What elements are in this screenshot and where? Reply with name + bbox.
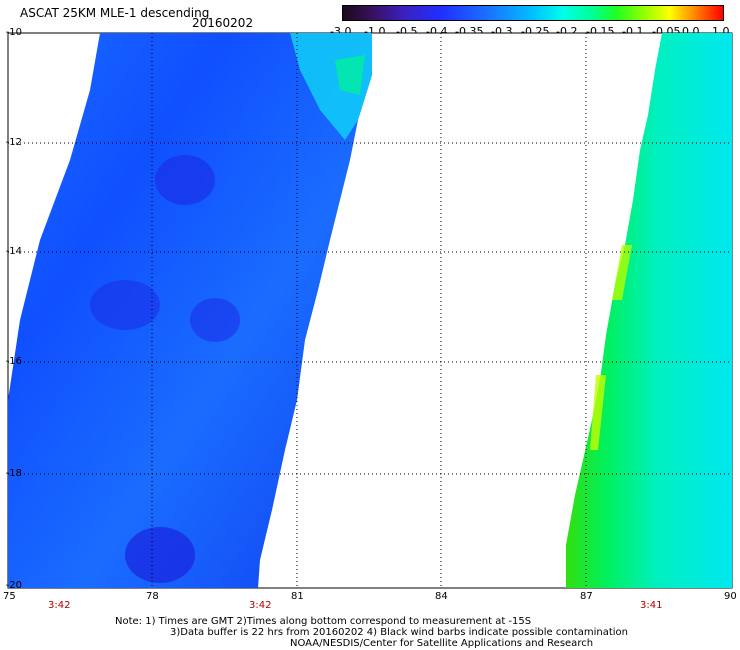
note-line-2: 3)Data buffer is 22 hrs from 20160202 4)… xyxy=(170,627,628,638)
pass-time: 3:42 xyxy=(249,600,272,611)
lon-label: 87 xyxy=(580,591,593,602)
lat-label: -20 xyxy=(5,580,22,591)
lat-label: -18 xyxy=(5,468,22,479)
left-swath-dark-patch xyxy=(190,298,240,342)
left-swath-dark-patch xyxy=(90,280,160,330)
lon-label: 81 xyxy=(291,591,304,602)
lon-label: 75 xyxy=(3,591,16,602)
note-line-1: Note: 1) Times are GMT 2)Times along bot… xyxy=(115,616,532,627)
lon-label: 84 xyxy=(435,591,448,602)
right-swath-yellow-edge xyxy=(590,375,606,450)
left-swath-green-patch xyxy=(335,55,365,95)
pass-time: 3:42 xyxy=(48,600,71,611)
right-swath-yellow-edge xyxy=(612,245,632,300)
note-line-3: NOAA/NESDIS/Center for Satellite Applica… xyxy=(290,638,594,649)
colorbar xyxy=(342,5,724,21)
left-swath-dark-patch xyxy=(125,527,195,583)
grid xyxy=(8,33,732,588)
lat-label: -16 xyxy=(5,356,22,367)
lon-label: 90 xyxy=(724,591,737,602)
pass-time: 3:41 xyxy=(640,600,663,611)
lat-label: -14 xyxy=(5,246,22,257)
lat-label: -10 xyxy=(5,27,22,38)
left-swath xyxy=(8,33,372,588)
left-swath-dark-patch xyxy=(155,155,215,205)
map-title: ASCAT 25KM MLE-1 descending xyxy=(20,6,210,20)
lon-label: 78 xyxy=(146,591,159,602)
map-date: 20160202 xyxy=(192,16,254,30)
lat-label: -12 xyxy=(5,137,22,148)
right-swath xyxy=(566,33,732,588)
